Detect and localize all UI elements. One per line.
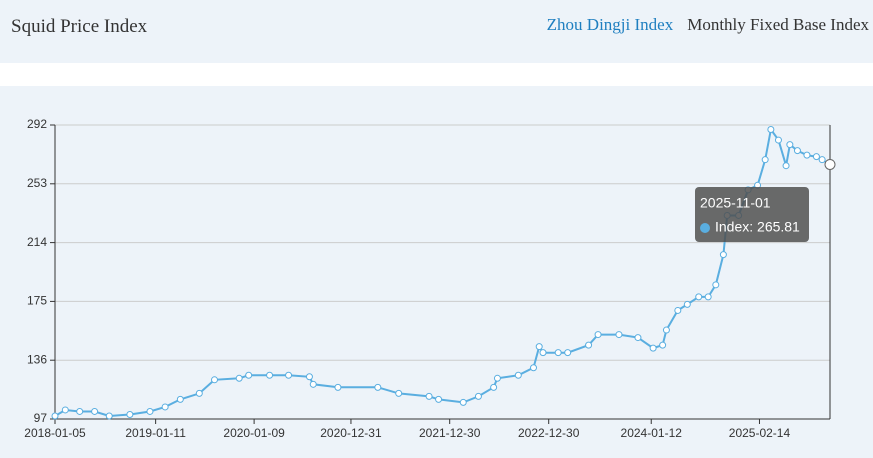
- data-point: [146, 407, 154, 415]
- data-point: [235, 374, 243, 382]
- y-tick-label: 214: [27, 235, 47, 249]
- data-point: [649, 344, 657, 352]
- data-point: [435, 395, 443, 403]
- chart-background: [0, 86, 873, 458]
- data-point: [490, 383, 498, 391]
- header: Squid Price Index Zhou Dingji Index Month…: [0, 0, 873, 63]
- hover-point: [824, 158, 836, 170]
- data-point: [395, 389, 403, 397]
- tooltip-box: [695, 187, 809, 242]
- tab[interactable]: Monthly Fixed Base Index: [687, 15, 869, 34]
- data-point: [554, 349, 562, 357]
- data-point: [812, 153, 820, 161]
- data-point: [211, 376, 219, 384]
- data-point: [564, 349, 572, 357]
- data-point: [683, 300, 691, 308]
- data-point: [761, 156, 769, 164]
- data-point: [695, 293, 703, 301]
- data-point: [474, 392, 482, 400]
- data-point: [514, 371, 522, 379]
- y-tick-label: 136: [27, 352, 47, 366]
- data-point: [61, 406, 69, 414]
- data-point: [674, 306, 682, 314]
- data-point: [266, 371, 274, 379]
- data-point: [818, 156, 826, 164]
- tooltip-text: Index: 265.81: [715, 219, 800, 235]
- x-tick-label: 2018-01-05: [24, 426, 86, 440]
- data-point: [659, 341, 667, 349]
- data-point: [305, 373, 313, 381]
- data-point: [309, 380, 317, 388]
- tooltip-marker: [700, 223, 710, 233]
- data-point: [782, 162, 790, 170]
- x-tick-label: 2019-01-11: [125, 426, 186, 440]
- data-point: [774, 136, 782, 144]
- x-tick-label: 2022-12-30: [518, 426, 580, 440]
- data-point: [803, 151, 811, 159]
- data-point: [793, 147, 801, 155]
- data-point: [539, 349, 547, 357]
- data-point: [374, 383, 382, 391]
- x-tick-label: 2021-12-30: [419, 426, 481, 440]
- x-tick-label: 2025-02-14: [729, 426, 791, 440]
- data-point: [334, 383, 342, 391]
- data-point: [285, 371, 293, 379]
- data-point: [245, 371, 253, 379]
- x-tick-label: 2020-01-09: [223, 426, 285, 440]
- data-point: [662, 326, 670, 334]
- data-point: [51, 412, 59, 420]
- y-tick-label: 292: [27, 117, 47, 131]
- chart: 97 136 175 214 253 292 2018-01-05 2019-01-11 202…: [0, 86, 873, 458]
- y-tick-label: 97: [34, 411, 48, 425]
- data-point: [91, 407, 99, 415]
- tooltip: 2025-11-01 Index: 265.81: [695, 187, 809, 242]
- data-point: [704, 293, 712, 301]
- data-point: [195, 389, 203, 397]
- x-tick-label: 2024-01-12: [621, 426, 683, 440]
- y-tick-label: 253: [27, 176, 47, 190]
- data-point: [76, 407, 84, 415]
- data-point: [712, 281, 720, 289]
- data-point: [176, 395, 184, 403]
- tooltip-title: 2025-11-01: [700, 195, 771, 211]
- tabs: Zhou Dingji Index Monthly Fixed Base Inde…: [533, 15, 869, 35]
- data-point: [126, 410, 134, 418]
- page-title: Squid Price Index: [11, 16, 148, 37]
- tab[interactable]: Zhou Dingji Index: [546, 15, 674, 34]
- data-point: [719, 251, 727, 259]
- data-point: [786, 141, 794, 149]
- data-point: [615, 331, 623, 339]
- data-point: [767, 126, 775, 134]
- data-point: [161, 403, 169, 411]
- data-point: [634, 334, 642, 342]
- data-point: [459, 398, 467, 406]
- data-point: [105, 412, 113, 420]
- data-point: [530, 364, 538, 372]
- data-point: [425, 392, 433, 400]
- data-point: [535, 343, 543, 351]
- y-tick-label: 175: [27, 294, 47, 308]
- data-point: [594, 331, 602, 339]
- x-tick-label: 2020-12-31: [320, 426, 382, 440]
- data-point: [493, 374, 501, 382]
- data-point: [585, 341, 593, 349]
